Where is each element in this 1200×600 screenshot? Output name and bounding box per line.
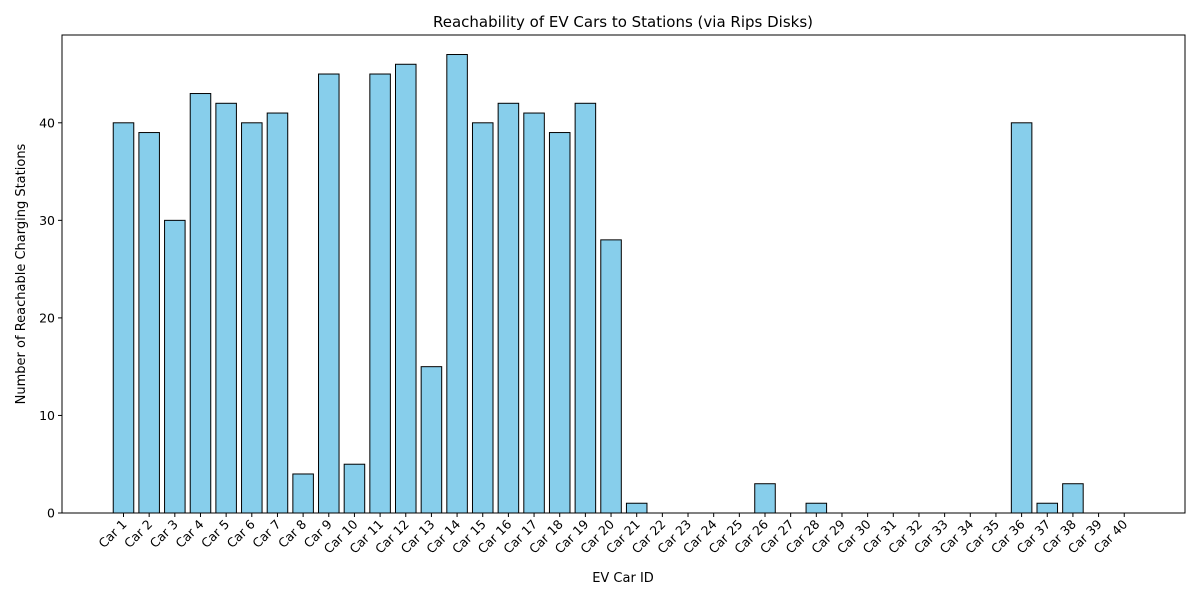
bar-9 bbox=[318, 73, 340, 514]
bar-38 bbox=[1062, 483, 1084, 514]
bar-19 bbox=[574, 102, 597, 514]
x-tick-label: Car 5 bbox=[198, 517, 232, 551]
bar-21 bbox=[625, 502, 648, 514]
bar-16 bbox=[497, 102, 520, 514]
x-tick-label: Car 8 bbox=[275, 516, 309, 550]
bar-7 bbox=[266, 112, 289, 514]
bar-11 bbox=[369, 73, 391, 514]
chart-title: Reachability of EV Cars to Stations (via… bbox=[433, 13, 813, 31]
bar-37 bbox=[1036, 502, 1059, 514]
bar-3 bbox=[164, 219, 186, 514]
x-tick-label: Car 2 bbox=[121, 517, 155, 551]
bar-14 bbox=[446, 54, 468, 514]
y-axis-label: Number of Reachable Charging Stations bbox=[14, 143, 29, 404]
bar-18 bbox=[548, 132, 571, 514]
bar-10 bbox=[343, 463, 366, 514]
plot-frame bbox=[61, 34, 1186, 514]
bar-1 bbox=[112, 122, 135, 514]
y-tick-label: 40 bbox=[39, 115, 55, 130]
x-tick-label: Car 3 bbox=[147, 517, 181, 551]
bar-12 bbox=[395, 63, 417, 514]
bar-6 bbox=[241, 122, 263, 514]
bar-20 bbox=[600, 239, 622, 514]
x-tick-label: Car 4 bbox=[172, 516, 206, 550]
bar-15 bbox=[471, 122, 494, 514]
bar-36 bbox=[1010, 122, 1033, 514]
bar-2 bbox=[138, 132, 160, 514]
bar-4 bbox=[189, 93, 212, 514]
y-tick-label: 30 bbox=[39, 213, 55, 228]
bar-17 bbox=[523, 112, 545, 514]
bar-28 bbox=[805, 502, 828, 514]
x-tick-label: Car 1 bbox=[95, 517, 129, 551]
x-axis-label: EV Car ID bbox=[592, 571, 654, 586]
bar-13 bbox=[420, 366, 443, 514]
x-tick-label: Car 7 bbox=[249, 517, 283, 551]
bar-5 bbox=[215, 102, 237, 514]
bar-8 bbox=[292, 473, 314, 514]
bar-26 bbox=[754, 483, 776, 514]
x-tick-label: Car 6 bbox=[224, 516, 258, 550]
y-tick-label: 0 bbox=[47, 506, 55, 521]
y-tick-label: 10 bbox=[39, 408, 55, 423]
y-tick-label: 20 bbox=[39, 310, 55, 325]
